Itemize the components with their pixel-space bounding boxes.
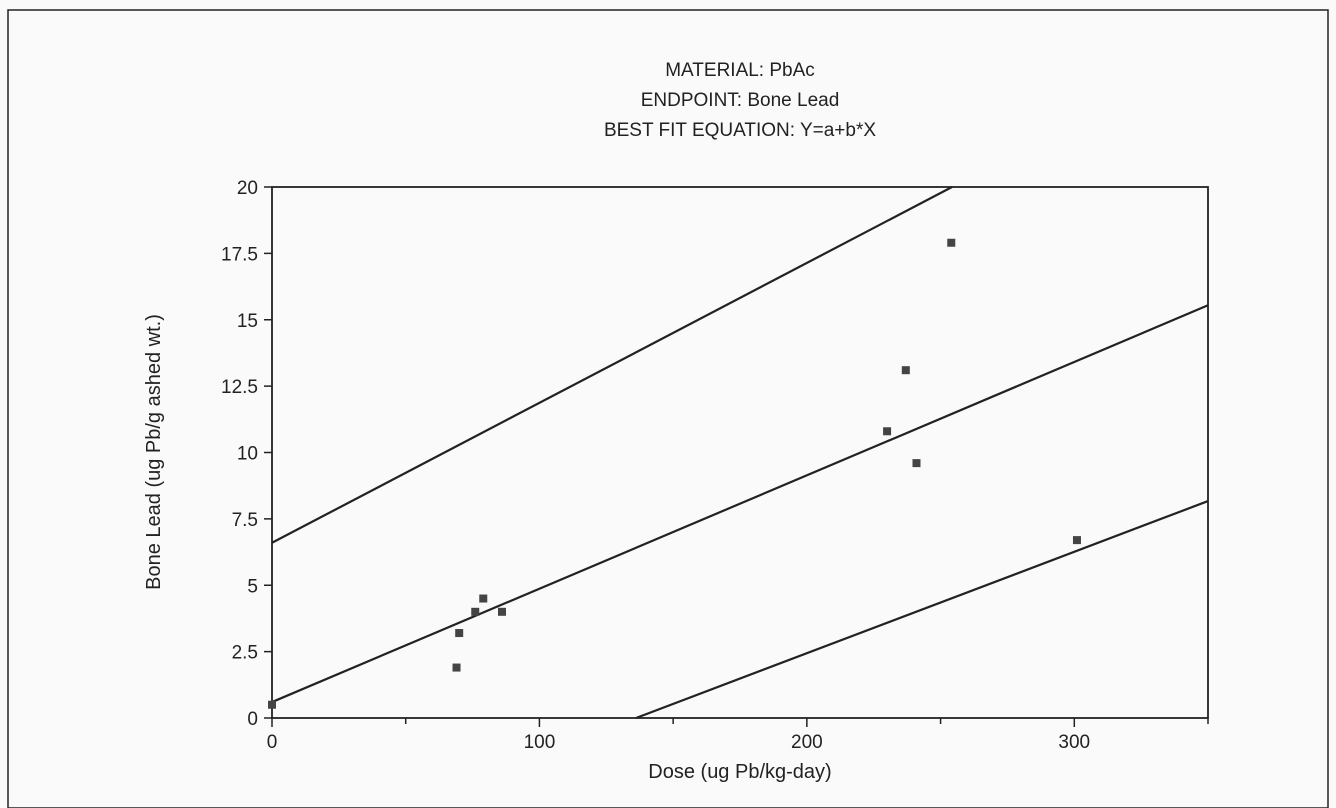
y-axis-label: Bone Lead (ug Pb/g ashed wt.) bbox=[143, 314, 165, 590]
y-tick-label: 2.5 bbox=[232, 643, 258, 664]
data-point bbox=[1072, 536, 1081, 545]
lower-bound-line bbox=[635, 500, 1209, 720]
chart-title-line-2: ENDPOINT: Bone Lead bbox=[641, 90, 840, 111]
x-tick-label: 200 bbox=[791, 732, 823, 753]
y-tick-label: 12.5 bbox=[221, 377, 258, 398]
x-tick-label: 300 bbox=[1058, 732, 1090, 753]
plot-area-frame bbox=[271, 186, 1209, 719]
y-tick-label: 20 bbox=[237, 178, 258, 199]
chart-title-line-3: BEST FIT EQUATION: Y=a+b*X bbox=[604, 120, 876, 141]
data-point bbox=[471, 607, 480, 616]
data-point bbox=[947, 238, 956, 247]
y-tick-label: 17.5 bbox=[221, 244, 258, 265]
y-axis: 0 2.5 5 7.5 10 12.5 15 17.5 20 bbox=[221, 178, 272, 730]
chart-title-line-1: MATERIAL: PbAc bbox=[665, 60, 815, 81]
data-point bbox=[452, 663, 461, 672]
y-tick-label: 0 bbox=[247, 709, 258, 730]
data-points bbox=[268, 238, 1081, 709]
best-fit-line bbox=[271, 304, 1209, 704]
x-axis-label: Dose (ug Pb/kg-day) bbox=[648, 761, 831, 783]
y-tick-label: 10 bbox=[237, 444, 258, 465]
x-tick-label: 0 bbox=[267, 732, 278, 753]
upper-bound-line bbox=[271, 186, 953, 544]
figure-border bbox=[7, 9, 1329, 808]
fit-lines bbox=[271, 186, 1209, 720]
data-point bbox=[268, 700, 276, 709]
y-tick-label: 15 bbox=[237, 311, 258, 332]
y-tick-label: 7.5 bbox=[232, 510, 258, 531]
data-point bbox=[455, 629, 464, 638]
data-point bbox=[883, 427, 892, 436]
x-tick-label: 100 bbox=[524, 732, 556, 753]
data-point bbox=[479, 594, 488, 603]
data-point bbox=[901, 366, 910, 375]
data-point bbox=[912, 459, 921, 468]
data-point bbox=[497, 607, 506, 616]
y-tick-label: 5 bbox=[247, 576, 258, 597]
x-axis: 0 100 200 300 bbox=[267, 718, 1209, 753]
